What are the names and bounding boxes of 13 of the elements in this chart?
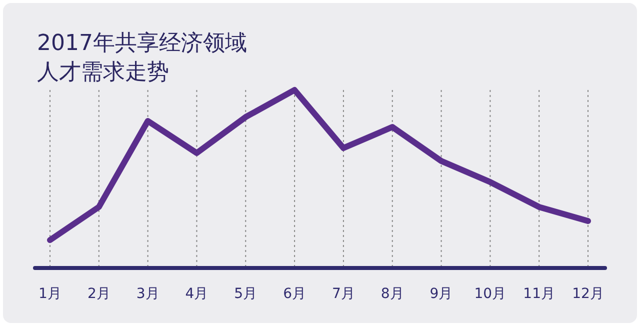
x-tick-label: 7月	[332, 286, 355, 302]
x-tick-label: 6月	[283, 286, 306, 302]
x-tick-label: 4月	[185, 286, 208, 302]
x-tick-label: 2月	[87, 286, 110, 302]
x-tick-label: 3月	[136, 286, 160, 302]
x-tick-label: 1月	[38, 286, 62, 302]
x-tick-label: 12月	[572, 286, 604, 302]
x-tick-label: 9月	[430, 286, 453, 302]
chart-title: 2017年共享经济领域人才需求走势	[37, 31, 247, 85]
x-tick-label: 5月	[234, 286, 258, 302]
x-tick-label: 8月	[380, 286, 404, 302]
x-tick-label: 10月	[474, 286, 506, 302]
x-tick-label: 11月	[523, 286, 556, 302]
